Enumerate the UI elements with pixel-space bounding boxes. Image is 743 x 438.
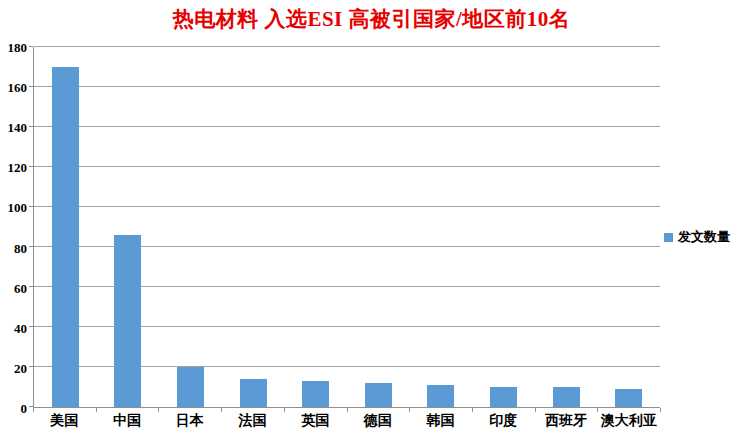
bar-西班牙 bbox=[553, 387, 580, 407]
bar-slot bbox=[159, 47, 222, 407]
x-tickmark bbox=[535, 408, 536, 412]
y-tickmark bbox=[29, 166, 33, 167]
x-tickmark bbox=[284, 408, 285, 412]
x-tick-label: 中国 bbox=[96, 413, 159, 430]
legend-swatch-icon bbox=[664, 233, 673, 242]
y-tickmark bbox=[29, 126, 33, 127]
y-tick-label: 160 bbox=[8, 81, 28, 94]
x-tickmark bbox=[409, 408, 410, 412]
bar-slot bbox=[472, 47, 535, 407]
x-tick-label: 印度 bbox=[472, 413, 535, 430]
bar-slot bbox=[597, 47, 660, 407]
bar-韩国 bbox=[427, 385, 454, 407]
y-tickmark bbox=[29, 46, 33, 47]
bar-slot bbox=[410, 47, 473, 407]
y-tick-label: 140 bbox=[8, 121, 28, 134]
bar-法国 bbox=[240, 379, 267, 407]
x-tickmark bbox=[347, 408, 348, 412]
y-tick-label: 100 bbox=[8, 201, 28, 214]
y-axis-labels: 020406080100120140160180 bbox=[0, 47, 27, 408]
plot-area bbox=[33, 47, 660, 408]
legend-label: 发文数量 bbox=[678, 228, 730, 246]
y-tickmark bbox=[29, 366, 33, 367]
x-tickmark bbox=[597, 408, 598, 412]
chart-title: 热电材料 入选ESI 高被引国家/地区前10名 bbox=[0, 5, 743, 33]
bar-日本 bbox=[177, 367, 204, 407]
bar-英国 bbox=[302, 381, 329, 407]
bar-slot bbox=[535, 47, 598, 407]
y-tickmark bbox=[29, 286, 33, 287]
x-tick-label: 法国 bbox=[221, 413, 284, 430]
legend: 发文数量 bbox=[664, 228, 730, 246]
x-tick-label: 日本 bbox=[158, 413, 221, 430]
bar-印度 bbox=[490, 387, 517, 407]
bar-中国 bbox=[114, 235, 141, 407]
x-tick-label: 英国 bbox=[284, 413, 347, 430]
x-tickmark bbox=[158, 408, 159, 412]
x-tickmark bbox=[472, 408, 473, 412]
y-tick-label: 180 bbox=[8, 41, 28, 54]
x-tickmark bbox=[221, 408, 222, 412]
bar-slot bbox=[284, 47, 347, 407]
bar-德国 bbox=[365, 383, 392, 407]
bar-美国 bbox=[52, 67, 79, 407]
y-tick-label: 60 bbox=[14, 281, 27, 294]
y-tickmark bbox=[29, 326, 33, 327]
y-tickmark bbox=[29, 206, 33, 207]
bar-slot bbox=[222, 47, 285, 407]
x-tick-label: 西班牙 bbox=[535, 413, 598, 430]
bar-slot bbox=[347, 47, 410, 407]
y-tick-label: 0 bbox=[21, 402, 28, 415]
bar-series bbox=[34, 47, 660, 407]
chart-canvas: 热电材料 入选ESI 高被引国家/地区前10名 0 20 40 60 80 100 120 1… bbox=[0, 0, 743, 438]
x-tick-label: 美国 bbox=[33, 413, 96, 430]
bar-澳大利亚 bbox=[615, 389, 642, 407]
y-tickmark bbox=[29, 406, 33, 407]
y-tick-label: 80 bbox=[14, 241, 27, 254]
y-tickmark bbox=[29, 86, 33, 87]
y-tick-label: 40 bbox=[14, 321, 27, 334]
y-tickmark bbox=[29, 246, 33, 247]
x-tickmark bbox=[660, 408, 661, 412]
x-tick-label: 澳大利亚 bbox=[597, 413, 660, 430]
bar-slot bbox=[97, 47, 160, 407]
x-tick-label: 韩国 bbox=[409, 413, 472, 430]
x-tickmark bbox=[33, 408, 34, 412]
bar-slot bbox=[34, 47, 97, 407]
x-tickmark bbox=[96, 408, 97, 412]
x-tick-label: 德国 bbox=[347, 413, 410, 430]
x-axis-labels: 美国中国日本法国英国德国韩国印度西班牙澳大利亚 bbox=[33, 413, 660, 430]
y-tick-label: 20 bbox=[14, 361, 27, 374]
y-tick-label: 120 bbox=[8, 161, 28, 174]
